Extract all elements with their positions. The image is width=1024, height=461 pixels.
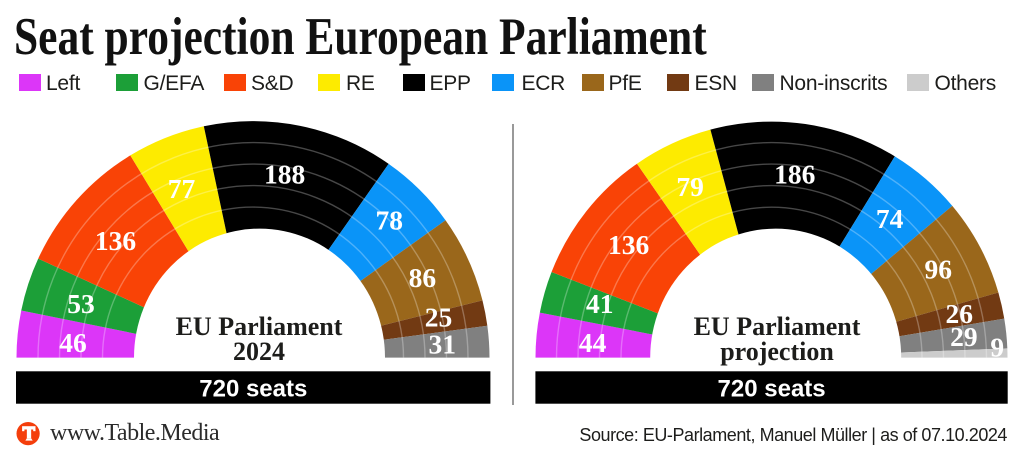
svg-text:96: 96 <box>924 253 952 284</box>
svg-text:720 seats: 720 seats <box>199 376 307 403</box>
svg-text:79: 79 <box>676 171 704 202</box>
svg-text:136: 136 <box>608 229 649 260</box>
svg-text:186: 186 <box>774 158 815 189</box>
svg-text:25: 25 <box>425 302 453 333</box>
svg-text:53: 53 <box>67 288 95 319</box>
svg-text:44: 44 <box>579 327 607 358</box>
svg-text:41: 41 <box>586 288 614 319</box>
svg-text:9: 9 <box>990 332 1004 363</box>
svg-text:29: 29 <box>950 321 978 352</box>
svg-text:77: 77 <box>168 173 196 204</box>
svg-text:78: 78 <box>376 205 404 236</box>
svg-text:74: 74 <box>876 203 904 234</box>
svg-text:31: 31 <box>428 328 456 359</box>
svg-text:188: 188 <box>264 158 305 189</box>
svg-text:46: 46 <box>59 327 87 358</box>
svg-text:26: 26 <box>945 298 973 329</box>
svg-text:86: 86 <box>409 262 437 293</box>
svg-text:136: 136 <box>95 225 136 256</box>
svg-text:720 seats: 720 seats <box>718 376 826 403</box>
